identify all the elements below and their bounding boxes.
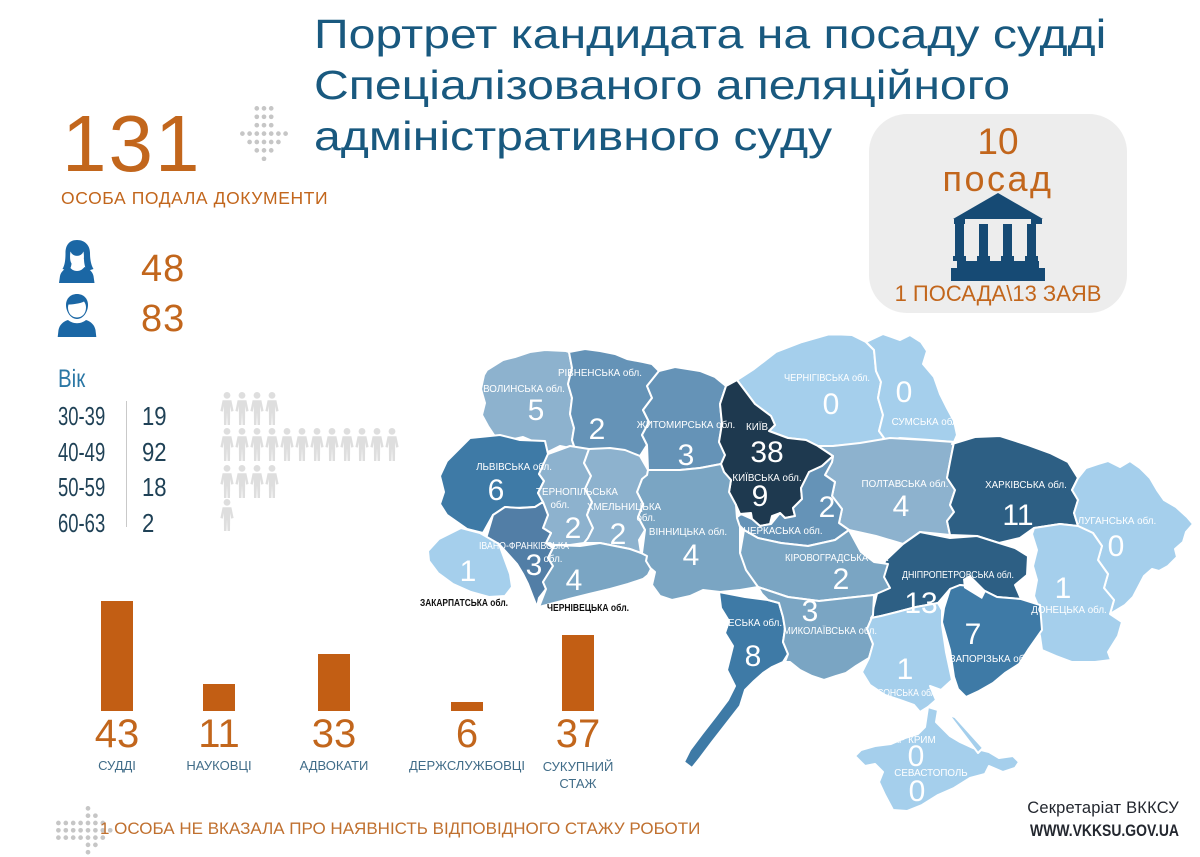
svg-text:КИЇВ: КИЇВ — [746, 422, 768, 433]
svg-text:2: 2 — [819, 491, 836, 524]
svg-text:7: 7 — [965, 618, 982, 651]
svg-text:2: 2 — [610, 518, 627, 551]
svg-text:МИКОЛАЇВСЬКА обл.: МИКОЛАЇВСЬКА обл. — [783, 626, 877, 637]
svg-text:ЖИТОМИРСЬКА обл.: ЖИТОМИРСЬКА обл. — [637, 420, 735, 431]
svg-text:ТЕРНОПІЛЬСЬКА: ТЕРНОПІЛЬСЬКА — [536, 487, 618, 498]
svg-text:ЛЬВІВСЬКА обл.: ЛЬВІВСЬКА обл. — [476, 462, 552, 473]
svg-text:ЧЕРНІГІВСЬКА обл.: ЧЕРНІГІВСЬКА обл. — [784, 373, 870, 384]
svg-text:ЧЕРНІВЕЦЬКА обл.: ЧЕРНІВЕЦЬКА обл. — [547, 602, 629, 614]
svg-text:ХЕРСОНСЬКА обл.: ХЕРСОНСЬКА обл. — [860, 688, 938, 699]
svg-text:0: 0 — [896, 376, 913, 409]
svg-text:3: 3 — [678, 439, 695, 472]
svg-text:0: 0 — [908, 740, 925, 773]
svg-text:4: 4 — [893, 490, 910, 523]
svg-text:13: 13 — [904, 587, 937, 620]
svg-text:обл.: обл. — [550, 500, 569, 511]
svg-text:КІРОВОГРАДСЬКА обл.: КІРОВОГРАДСЬКА обл. — [785, 553, 889, 564]
svg-text:ЗАКАРПАТСЬКА обл.: ЗАКАРПАТСЬКА обл. — [420, 597, 508, 609]
svg-text:обл.: обл. — [543, 554, 562, 565]
svg-text:СЕВАСТОПОЛЬ: СЕВАСТОПОЛЬ — [894, 768, 967, 779]
svg-text:11: 11 — [1002, 499, 1033, 532]
svg-text:3: 3 — [802, 595, 819, 628]
svg-text:4: 4 — [566, 564, 583, 597]
svg-text:ПОЛТАВСЬКА обл.: ПОЛТАВСЬКА обл. — [862, 479, 949, 490]
svg-text:ІВАНО-ФРАНКІВСЬКА: ІВАНО-ФРАНКІВСЬКА — [479, 541, 569, 552]
svg-text:ЗАПОРІЗЬКА обл.: ЗАПОРІЗЬКА обл. — [950, 654, 1033, 665]
svg-text:ДНІПРОПЕТРОВСЬКА обл.: ДНІПРОПЕТРОВСЬКА обл. — [902, 570, 1014, 581]
svg-text:0: 0 — [1108, 530, 1125, 563]
svg-text:9: 9 — [752, 480, 769, 513]
svg-text:ХМЕЛЬНИЦЬКА: ХМЕЛЬНИЦЬКА — [587, 502, 662, 513]
svg-text:ДОНЕЦЬКА обл.: ДОНЕЦЬКА обл. — [1031, 605, 1107, 616]
svg-text:ЛУГАНСЬКА обл.: ЛУГАНСЬКА обл. — [1078, 516, 1156, 527]
svg-text:СУМСЬКА обл.: СУМСЬКА обл. — [892, 417, 961, 428]
svg-text:ВОЛИНСЬКА обл.: ВОЛИНСЬКА обл. — [483, 384, 565, 395]
svg-text:38: 38 — [750, 436, 783, 469]
svg-text:1: 1 — [1055, 572, 1072, 605]
svg-text:ЧЕРКАСЬКА обл.: ЧЕРКАСЬКА обл. — [743, 526, 822, 537]
svg-text:2: 2 — [565, 512, 582, 545]
svg-text:2: 2 — [833, 563, 850, 596]
svg-text:ХАРКІВСЬКА обл.: ХАРКІВСЬКА обл. — [985, 480, 1067, 491]
svg-text:3: 3 — [526, 549, 543, 582]
svg-text:РІВНЕНСЬКА обл.: РІВНЕНСЬКА обл. — [558, 368, 642, 379]
svg-text:1: 1 — [460, 555, 477, 588]
svg-text:АР КРИМ: АР КРИМ — [892, 735, 935, 746]
svg-text:обл.: обл. — [636, 513, 655, 524]
svg-text:4: 4 — [683, 539, 700, 572]
svg-text:8: 8 — [745, 640, 762, 673]
svg-text:5: 5 — [528, 394, 545, 427]
svg-text:0: 0 — [823, 388, 840, 421]
svg-text:0: 0 — [909, 775, 926, 808]
svg-text:6: 6 — [488, 474, 505, 507]
svg-text:КИЇВСЬКА обл.: КИЇВСЬКА обл. — [732, 473, 801, 484]
svg-text:2: 2 — [589, 413, 606, 446]
svg-text:ВІННИЦЬКА обл.: ВІННИЦЬКА обл. — [649, 527, 727, 538]
svg-text:1: 1 — [897, 653, 914, 686]
svg-text:ОДЕСЬКА обл.: ОДЕСЬКА обл. — [714, 618, 782, 629]
